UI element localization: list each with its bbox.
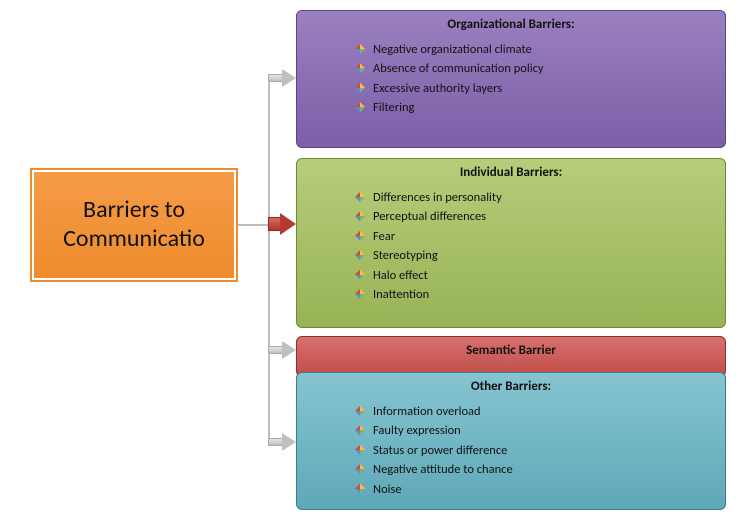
list-item: Perceptual differences [355,207,713,226]
category-box: Other Barriers: Information overloadFault… [296,372,726,510]
list-item: Stereotyping [355,246,713,265]
list-item: Inattention [355,285,713,304]
category-title: Individual Barriers: [309,165,713,180]
category-item-list: Information overloadFaulty expressionSta… [355,402,713,499]
arrow-gray-icon [268,436,296,448]
arrow-gray-icon [268,72,296,84]
list-item: Status or power difference [355,441,713,460]
list-item: Faulty expression [355,421,713,440]
category-box: Organizational Barriers: Negative organiz… [296,10,726,148]
main-concept-label: Barriers to Communicatio [34,196,234,254]
list-item: Absence of communication policy [355,59,713,78]
list-item: Fear [355,227,713,246]
main-concept-box: Barriers to Communicatio [32,170,236,280]
arrow-red-icon [268,218,296,230]
list-item: Excessive authority layers [355,79,713,98]
category-title: Other Barriers: [309,379,713,394]
category-item-list: Differences in personalityPerceptual dif… [355,188,713,304]
arrow-gray-icon [268,344,296,356]
connector-horizontal-stub [236,224,270,226]
list-item: Filtering [355,98,713,117]
list-item: Information overload [355,402,713,421]
category-title: Semantic Barrier [309,343,713,358]
list-item: Negative attitude to chance [355,460,713,479]
list-item: Noise [355,480,713,499]
list-item: Halo effect [355,266,713,285]
connector-vertical-line [268,78,270,442]
category-title: Organizational Barriers: [309,17,713,32]
list-item: Differences in personality [355,188,713,207]
category-box: Individual Barriers: Differences in perso… [296,158,726,328]
list-item: Negative organizational climate [355,40,713,59]
category-box: Semantic Barrier [296,336,726,377]
category-item-list: Negative organizational climateAbsence o… [355,40,713,118]
